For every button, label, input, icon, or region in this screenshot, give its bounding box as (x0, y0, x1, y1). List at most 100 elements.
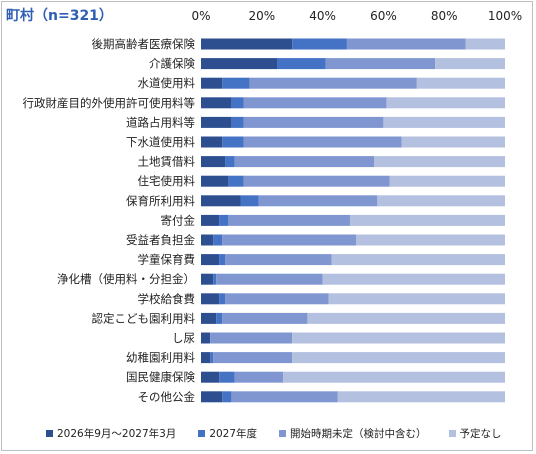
bar-segment-series-2 (225, 293, 329, 305)
bar-segment-series-3 (307, 312, 505, 324)
bar-segment-series-0 (201, 175, 229, 187)
legend-swatch (448, 430, 456, 437)
category-label: 行政財産目的外使用許可使用料等 (23, 96, 196, 110)
x-tick-label: 0% (191, 9, 210, 23)
bar-segment-series-0 (201, 195, 241, 207)
bar-segment-series-0 (201, 136, 223, 148)
bar-segment-series-1 (219, 293, 226, 305)
bar-segment-series-3 (383, 116, 505, 128)
bar-segment-series-2 (213, 352, 293, 364)
bar-segment-series-3 (331, 254, 505, 266)
legend-item-2: 開始時期未定（検討中含む） (279, 426, 427, 441)
bar-segment-series-1 (222, 77, 250, 89)
category-label: 学童保育費 (138, 253, 196, 267)
category-label: 保育所利用料 (126, 194, 195, 208)
bar-segment-series-3 (386, 97, 505, 109)
bar-segment-series-2 (249, 77, 417, 89)
bar-segment-series-3 (435, 58, 505, 70)
bar-segment-series-2 (243, 116, 384, 128)
bar-segment-series-3 (356, 234, 505, 246)
bar-segment-series-3 (322, 273, 505, 285)
bar-segment-series-0 (201, 156, 226, 168)
bar-segment-series-3 (377, 195, 505, 207)
bar-segment-series-2 (234, 156, 375, 168)
category-label: 介護保険 (149, 57, 195, 71)
bar-segment-series-2 (222, 234, 357, 246)
x-tick-label: 80% (431, 9, 458, 23)
category-label: 受益者負担金 (126, 233, 195, 247)
bar-segment-series-3 (401, 136, 505, 148)
category-label: 住宅使用料 (138, 174, 196, 188)
bar-segment-series-2 (243, 175, 390, 187)
bar-chart: 0% 20% 40% 60% 80% 100% 後期高齢者医療保険介護保険水道使用料行政財産… (23, 9, 523, 404)
bar-segment-series-2 (243, 97, 387, 109)
category-label: 国民健康保険 (126, 370, 195, 384)
legend-swatch (279, 430, 287, 437)
bar-segment-series-1 (213, 234, 223, 246)
bar-segment-series-1 (292, 38, 347, 50)
bar-segment-series-1 (240, 195, 259, 207)
bar-segment-series-0 (201, 293, 220, 305)
x-tick-label: 100% (488, 9, 522, 23)
chart-legend: 2026年9月～2027年3月 2027年度 開始時期未定（検討中含む） 予定なし (46, 426, 524, 441)
bar-segment-series-3 (292, 332, 505, 344)
bar-segment-series-3 (374, 156, 505, 168)
bar-segment-series-3 (465, 38, 505, 50)
bar-segment-series-3 (389, 175, 505, 187)
bar-segment-series-2 (325, 58, 436, 70)
bar-segment-series-0 (201, 391, 223, 403)
legend-label: 開始時期未定（検討中含む） (290, 428, 427, 440)
bar-segment-series-1 (277, 58, 326, 70)
bar-segment-series-2 (216, 273, 323, 285)
x-tick-label: 40% (309, 9, 336, 23)
bar-segment-series-1 (222, 136, 244, 148)
bar-segment-series-1 (210, 352, 214, 364)
legend-swatch (198, 430, 206, 437)
legend-label: 2027年度 (209, 428, 258, 440)
bar-segment-series-0 (201, 254, 220, 266)
bar-segment-series-2 (222, 312, 308, 324)
category-label: 道路占用料等 (126, 115, 195, 129)
legend-item-1: 2027年度 (198, 426, 257, 441)
bar-segment-series-1 (213, 273, 217, 285)
legend-label: 予定なし (459, 428, 502, 440)
category-label: し尿 (172, 331, 195, 345)
bar-segment-series-0 (201, 214, 220, 226)
category-label: その他公金 (138, 390, 196, 404)
bar-segment-series-3 (349, 214, 505, 226)
bar-segment-series-2 (225, 254, 332, 266)
legend-item-0: 2026年9月～2027年3月 (46, 426, 176, 441)
category-label: 水道使用料 (138, 76, 196, 90)
bar-segment-series-2 (210, 332, 293, 344)
bar-segment-series-3 (283, 371, 505, 383)
bar-segment-series-3 (337, 391, 505, 403)
legend-label: 2026年9月～2027年3月 (57, 428, 177, 440)
bar-segment-series-0 (201, 371, 220, 383)
category-label: 土地賃借料 (138, 155, 196, 169)
legend-item-3: 予定なし (448, 426, 502, 441)
chart-title: 町村（n=321） (6, 8, 113, 24)
bar-segment-series-0 (201, 312, 217, 324)
bar-segment-series-0 (201, 234, 214, 246)
category-label: 幼稚園利用料 (126, 351, 195, 365)
bar-segment-series-2 (243, 136, 402, 148)
bar-segment-series-1 (219, 254, 226, 266)
bar-segment-series-1 (228, 175, 244, 187)
category-label: 認定こども園利用料 (92, 311, 196, 325)
category-label: 浄化槽（使用料・分担金） (57, 272, 195, 286)
bar-segment-series-0 (201, 273, 214, 285)
bar-segment-series-1 (222, 391, 232, 403)
bar-segment-series-2 (346, 38, 466, 50)
bar-segment-series-3 (328, 293, 505, 305)
bar-segment-series-1 (219, 214, 229, 226)
bar-segment-series-2 (231, 391, 338, 403)
bar-segment-series-0 (201, 58, 277, 70)
category-label: 後期高齢者医療保険 (92, 37, 196, 51)
bar-segment-series-0 (201, 332, 211, 344)
bar-segment-series-0 (201, 77, 223, 89)
bar-segment-series-1 (231, 116, 244, 128)
bar-segment-series-0 (201, 97, 232, 109)
bar-segment-series-1 (225, 156, 235, 168)
bar-segment-series-0 (201, 352, 211, 364)
bar-segment-series-2 (234, 371, 284, 383)
